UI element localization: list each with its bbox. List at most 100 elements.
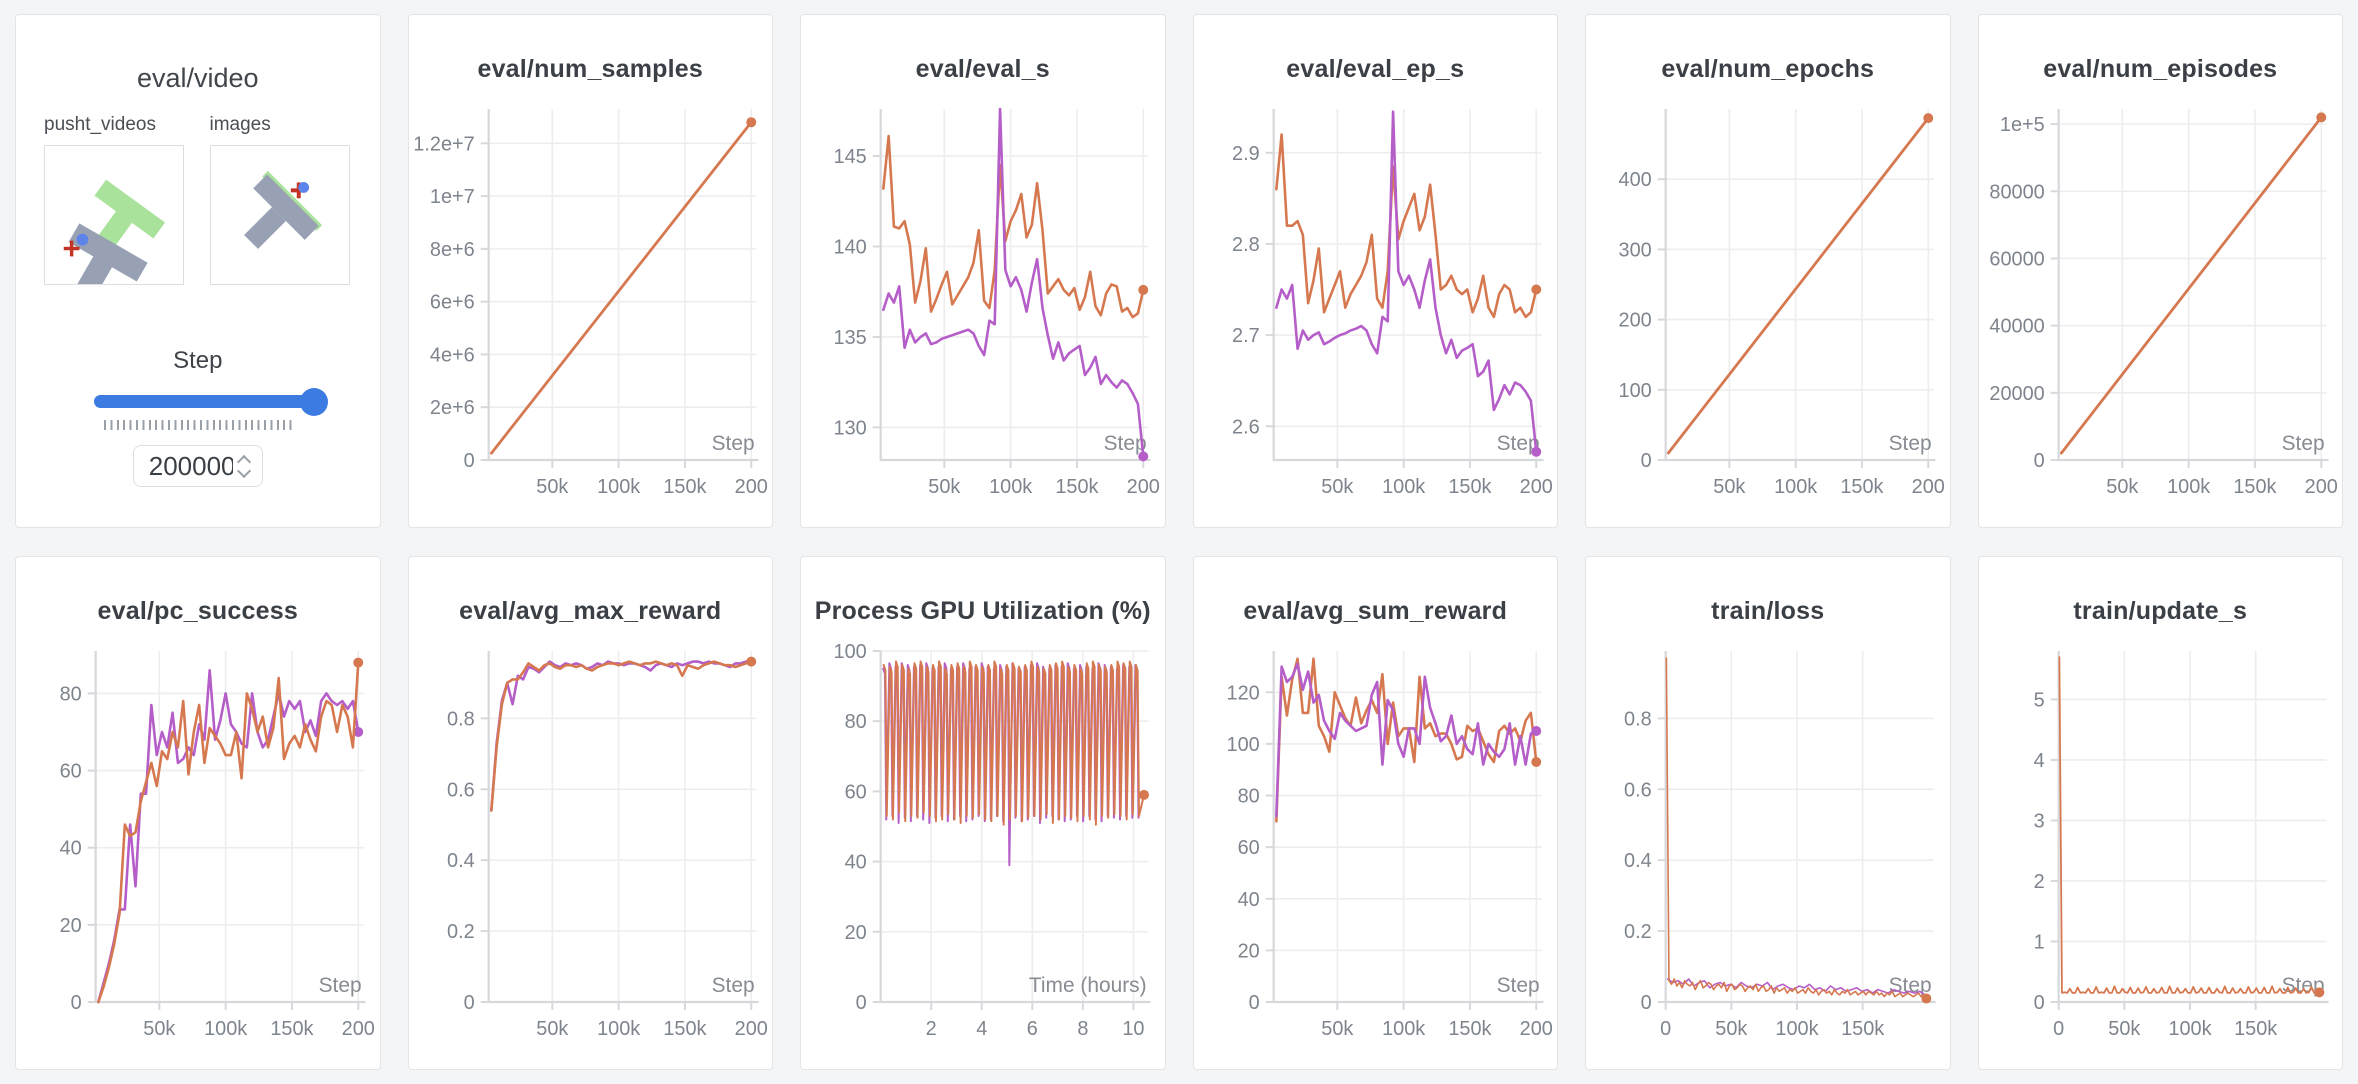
chart-eval-avg-sum-reward-plot[interactable]: 0 20 40 60 80 100 120 50k 100k 150k 200 Step: [1194, 639, 1558, 1069]
svg-text:3: 3: [2033, 810, 2044, 832]
svg-text:100: 100: [1619, 380, 1652, 402]
step-input[interactable]: [146, 449, 235, 483]
step-slider[interactable]: [94, 387, 328, 417]
svg-text:150k: 150k: [1840, 476, 1883, 498]
svg-text:50k: 50k: [2108, 1018, 2140, 1040]
svg-text:50k: 50k: [928, 476, 960, 498]
chart-title: eval/num_episodes: [2043, 55, 2278, 83]
svg-text:4e+6: 4e+6: [429, 344, 474, 366]
svg-text:60: 60: [845, 781, 867, 803]
svg-text:0.6: 0.6: [447, 779, 475, 801]
svg-text:0.2: 0.2: [447, 921, 475, 943]
media-images: images: [209, 114, 352, 285]
x-axis-label: Step: [1496, 432, 1539, 455]
svg-text:140: 140: [834, 236, 867, 258]
svg-text:40: 40: [845, 852, 867, 874]
svg-text:150k: 150k: [663, 476, 706, 498]
media-row: pusht_videos: [16, 114, 380, 285]
step-input-box: [132, 445, 263, 487]
svg-text:100k: 100k: [2168, 1018, 2211, 1040]
svg-text:20: 20: [1237, 940, 1259, 962]
panel-eval-num-epochs: eval/num_epochs 0 100 200 300 400 50k 100k 150k…: [1585, 14, 1951, 528]
svg-text:80: 80: [845, 711, 867, 733]
step-stepper: [236, 454, 251, 478]
chart-eval-num-episodes-plot[interactable]: 0 20000 40000 60000 80000 1e+5 50k 100k 150k 200 S…: [1979, 97, 2343, 527]
chart-eval-num-samples-plot[interactable]: 0 2e+6 4e+6 6e+6 8e+6 1e+7 1.2e+7 50k 100k 150k 20…: [409, 97, 773, 527]
stepper-down-icon[interactable]: [236, 463, 251, 478]
chart-gpu-utilization-plot[interactable]: 0 20 40 60 80 100 2 4 6 8 10 Time (hours): [801, 639, 1165, 1069]
svg-text:1e+7: 1e+7: [429, 186, 474, 208]
svg-text:2.6: 2.6: [1232, 416, 1260, 438]
chart-title: eval/pc_success: [97, 597, 298, 625]
chart-eval-eval-s-plot[interactable]: 130 135 140 145 50k 100k 150k 200 Step: [801, 97, 1165, 527]
svg-text:0: 0: [2033, 992, 2044, 1014]
svg-text:200: 200: [1519, 1018, 1552, 1040]
svg-text:50k: 50k: [1713, 476, 1745, 498]
x-axis-label: Step: [1889, 974, 1932, 997]
svg-text:0.4: 0.4: [447, 850, 475, 872]
chart-eval-pc-success-plot[interactable]: 0 20 40 60 80 50k 100k 150k 200 Step: [16, 639, 380, 1069]
media-pusht-videos: pusht_videos: [44, 114, 186, 285]
chart-eval-eval-ep-s-plot[interactable]: 2.6 2.7 2.8 2.9 50k 100k 150k 200 Step: [1194, 97, 1558, 527]
svg-text:200: 200: [1127, 476, 1160, 498]
svg-text:20000: 20000: [1989, 383, 2044, 405]
x-axis-label: Step: [1104, 432, 1147, 455]
panel-eval-num-samples: eval/num_samples 0 2e+6 4e+6 6e+6 8e+6 1e+7 1.…: [407, 14, 773, 528]
svg-text:6e+6: 6e+6: [429, 292, 474, 314]
svg-text:100k: 100k: [1382, 476, 1425, 498]
svg-text:100k: 100k: [1775, 1018, 1818, 1040]
chart-title: eval/num_samples: [477, 55, 704, 83]
svg-text:50k: 50k: [1321, 476, 1353, 498]
svg-text:50k: 50k: [143, 1018, 175, 1040]
svg-text:200: 200: [1912, 476, 1945, 498]
svg-text:60: 60: [60, 761, 82, 783]
slider-thumb-handle[interactable]: [299, 388, 328, 416]
chart-eval-avg-max-reward-plot[interactable]: 0 0.2 0.4 0.6 0.8 50k 100k 150k 200 Step: [409, 639, 773, 1069]
svg-text:120: 120: [1226, 682, 1259, 704]
svg-text:10: 10: [1122, 1018, 1144, 1040]
chart-title: eval/eval_s: [915, 55, 1050, 83]
pusht-video-thumbnail[interactable]: [44, 145, 184, 285]
svg-text:150k: 150k: [270, 1018, 313, 1040]
svg-text:8e+6: 8e+6: [429, 239, 474, 261]
slider-track[interactable]: [94, 395, 314, 408]
svg-text:100k: 100k: [1774, 476, 1817, 498]
chart-title: train/loss: [1711, 597, 1825, 625]
svg-text:2: 2: [2033, 871, 2044, 893]
svg-text:150k: 150k: [1055, 476, 1098, 498]
svg-text:0.8: 0.8: [447, 708, 475, 730]
svg-text:150k: 150k: [663, 1018, 706, 1040]
svg-text:150k: 150k: [1841, 1018, 1884, 1040]
svg-text:0: 0: [2033, 450, 2044, 472]
video-panel-title: eval/video: [136, 63, 259, 93]
svg-text:0: 0: [2053, 1018, 2064, 1040]
svg-text:100k: 100k: [204, 1018, 247, 1040]
svg-text:100k: 100k: [989, 476, 1032, 498]
panel-train-update-s: train/update_s 0 1 2 3 4 5 0 50k 100k 150k Step: [1977, 556, 2343, 1070]
panel-gpu-utilization: Process GPU Utilization (%) 0 20 40 60 80 100…: [800, 556, 1166, 1070]
svg-text:150k: 150k: [1448, 1018, 1491, 1040]
slider-tick-ruler: [104, 420, 292, 430]
svg-text:5: 5: [2033, 689, 2044, 711]
svg-text:100k: 100k: [1382, 1018, 1425, 1040]
chart-eval-num-epochs-plot[interactable]: 0 100 200 300 400 50k 100k 150k 200 Step: [1586, 97, 1950, 527]
svg-text:2.9: 2.9: [1232, 143, 1260, 165]
x-axis-label: Step: [1889, 432, 1932, 455]
svg-text:50k: 50k: [536, 476, 568, 498]
svg-text:0: 0: [1641, 450, 1652, 472]
x-axis-label: Time (hours): [1029, 974, 1147, 997]
svg-text:6: 6: [1027, 1018, 1038, 1040]
images-thumbnail[interactable]: [209, 145, 350, 285]
svg-text:2: 2: [926, 1018, 937, 1040]
svg-text:150k: 150k: [2234, 1018, 2277, 1040]
svg-text:0: 0: [1660, 1018, 1671, 1040]
media-label: pusht_videos: [44, 114, 156, 135]
svg-text:100k: 100k: [2167, 476, 2210, 498]
svg-text:40000: 40000: [1989, 316, 2044, 338]
svg-text:400: 400: [1619, 169, 1652, 191]
svg-text:0: 0: [463, 450, 474, 472]
x-axis-label: Step: [1496, 974, 1539, 997]
